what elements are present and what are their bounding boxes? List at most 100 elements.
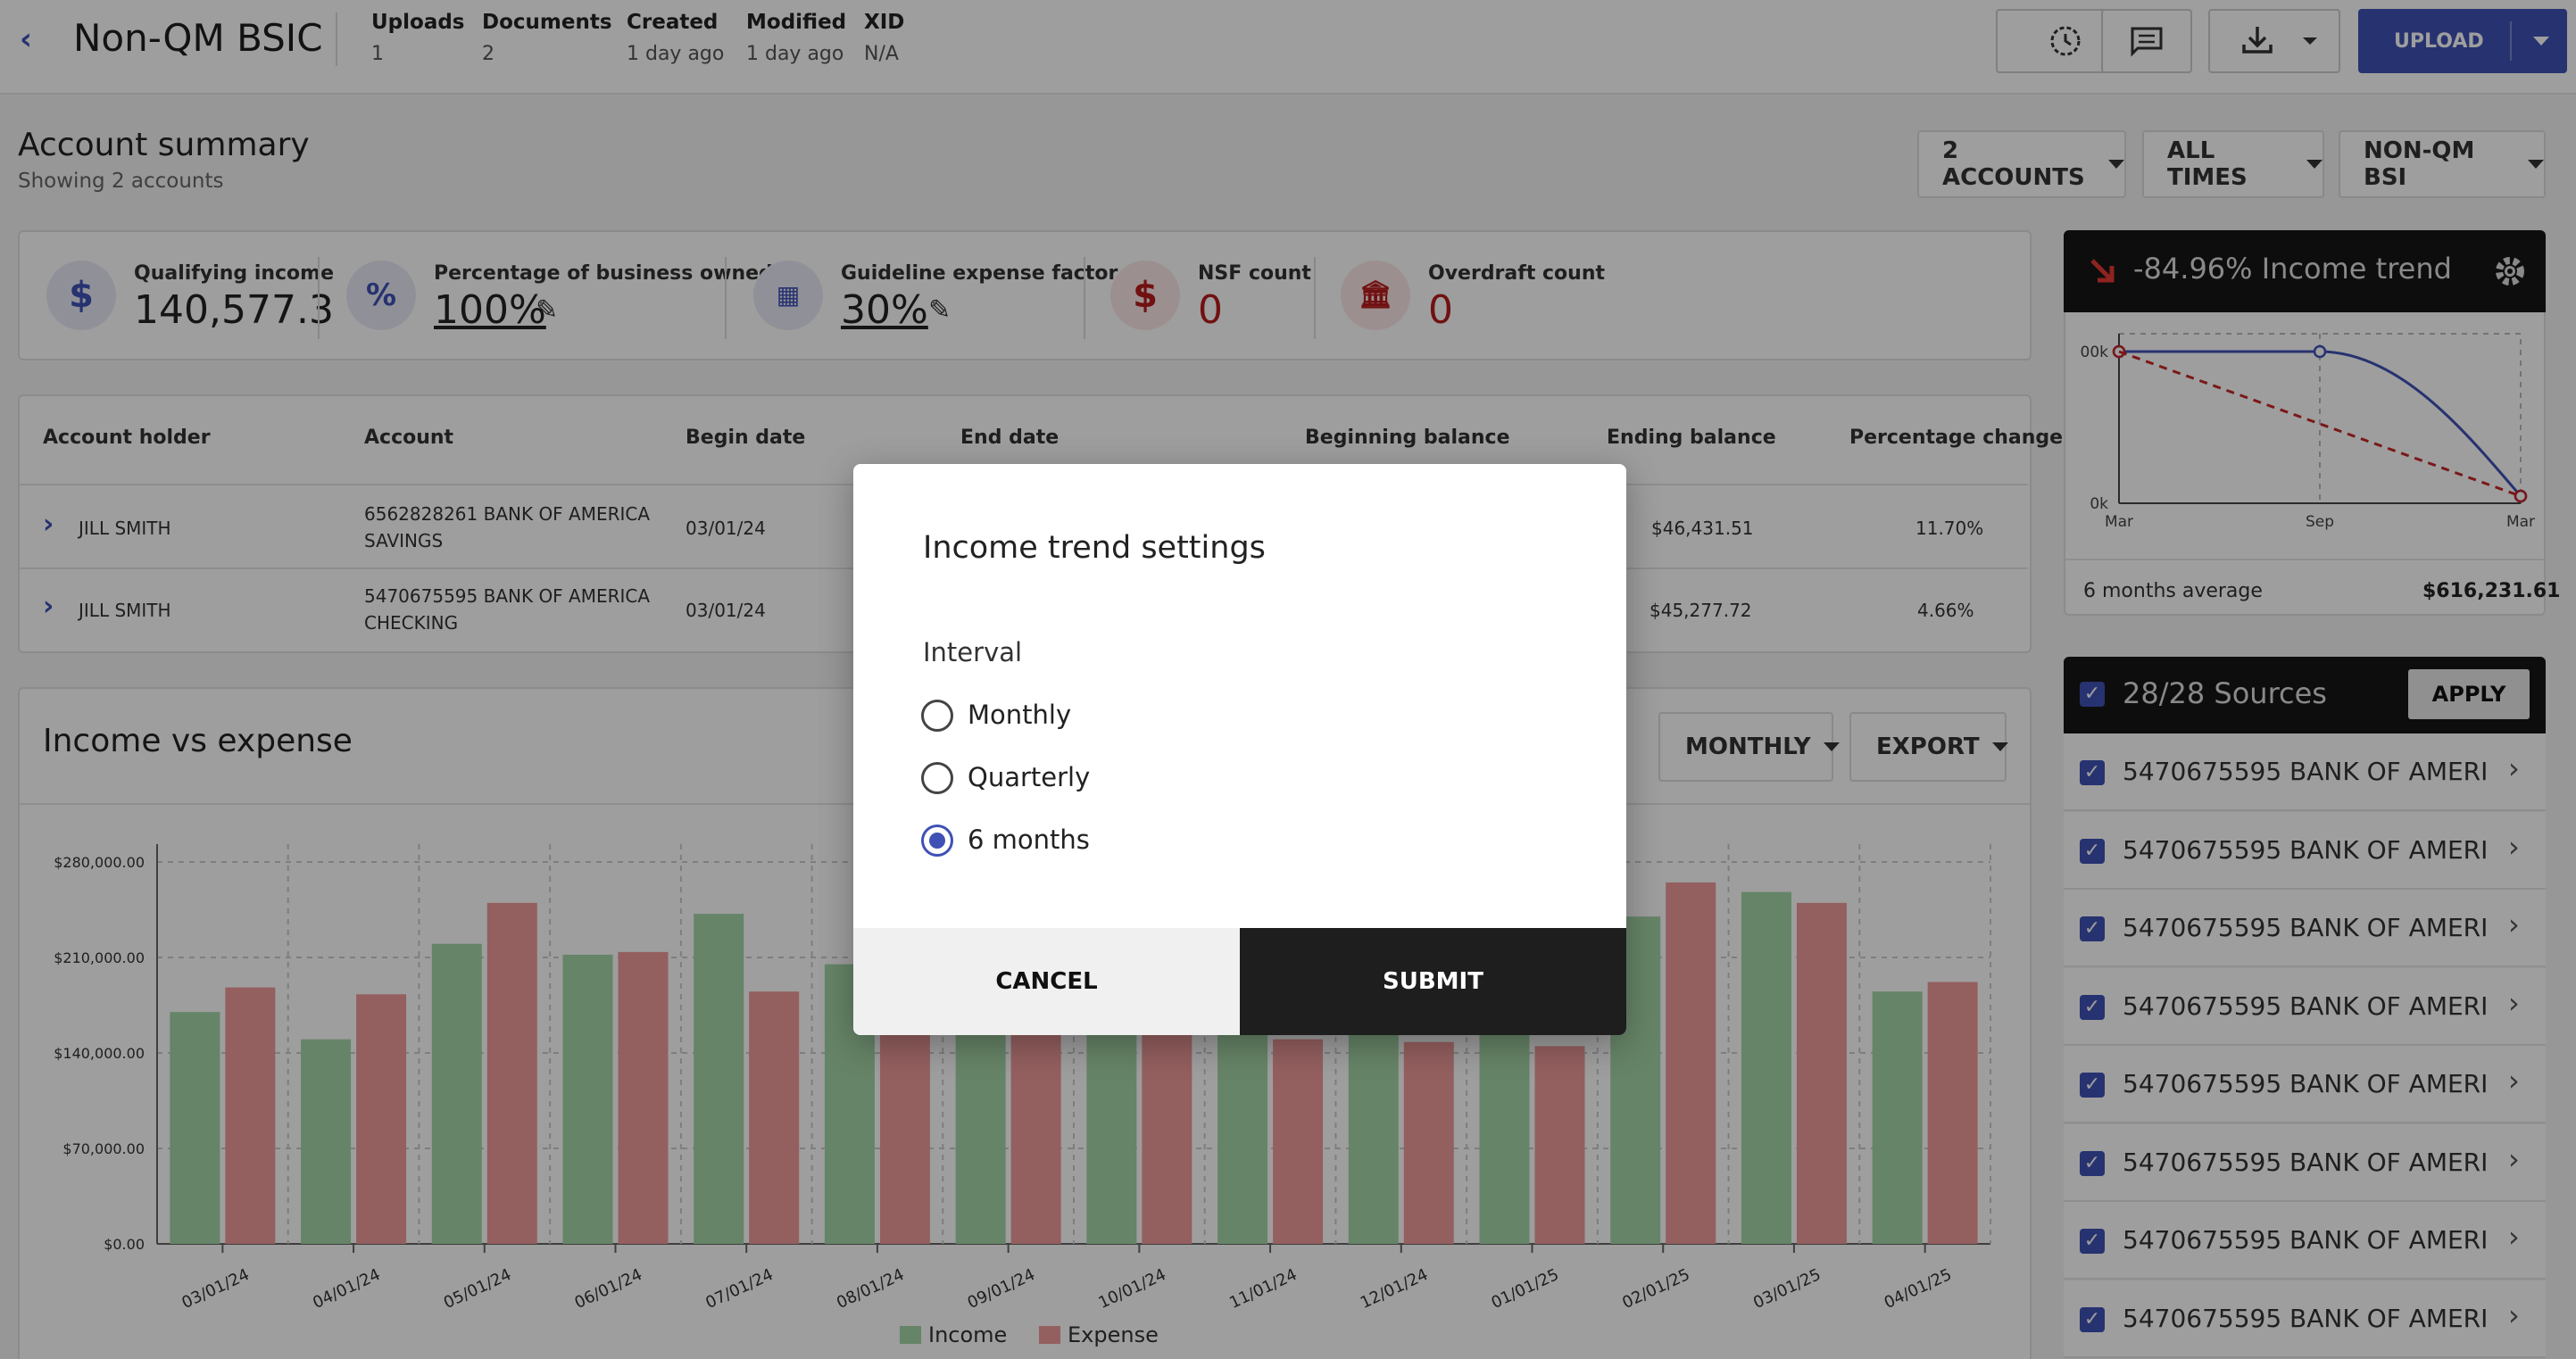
source-label: 5470675595 BANK OF AMERIC... xyxy=(2123,834,2489,865)
chevron-down-icon xyxy=(2528,160,2544,169)
stat-value[interactable]: 30% xyxy=(841,287,928,333)
y-tick-label: $70,000.00 xyxy=(62,1140,145,1157)
table-cell: SAVINGS xyxy=(364,530,444,551)
expand-chevron-icon[interactable]: › xyxy=(43,509,54,540)
y-tick-label: 0k xyxy=(2090,495,2108,513)
source-checkbox[interactable]: ✓ xyxy=(2080,838,2105,864)
export-dropdown[interactable]: EXPORT xyxy=(1849,712,2008,782)
source-checkbox[interactable]: ✓ xyxy=(2080,1306,2105,1332)
source-row[interactable]: ✓ 5470675595 BANK OF AMERIC... › xyxy=(2064,733,2546,811)
chevron-right-icon[interactable]: › xyxy=(2508,985,2520,1020)
stat-value: 0 xyxy=(1428,287,1453,333)
stat-label: Qualifying income xyxy=(134,262,335,285)
source-row[interactable]: ✓ 5470675595 BANK OF AMERIC... › xyxy=(2064,1123,2546,1202)
bar-income xyxy=(301,1039,352,1244)
stat-label: Guideline expense factor xyxy=(841,262,1118,285)
upload-button[interactable]: UPLOAD xyxy=(2358,9,2567,73)
modal-title: Income trend settings xyxy=(923,530,1266,566)
apply-button[interactable]: APPLY xyxy=(2408,669,2530,719)
chevron-right-icon[interactable]: › xyxy=(2508,1141,2520,1176)
chevron-down-icon[interactable] xyxy=(2533,37,2549,46)
comments-button[interactable] xyxy=(2101,9,2192,73)
chevron-right-icon[interactable]: › xyxy=(2508,1297,2520,1332)
bar-income xyxy=(1479,1005,1530,1244)
income-trend-settings-modal: Income trend settings Interval Monthly Q… xyxy=(853,464,1626,1035)
radio-6-months[interactable] xyxy=(921,825,953,857)
top-bar: ‹ Non-QM BSIC Uploads 1 Documents 2 Crea… xyxy=(0,0,2576,95)
radio-quarterly[interactable] xyxy=(921,762,953,794)
download-button[interactable] xyxy=(2208,9,2340,73)
table-cell: 03/01/24 xyxy=(686,518,766,539)
time-filter-dropdown[interactable]: ALL TIMES xyxy=(2142,130,2324,198)
trend-point xyxy=(2514,489,2528,503)
chevron-right-icon[interactable]: › xyxy=(2508,1064,2520,1098)
income-trend-header: -84.96% Income trend xyxy=(2064,230,2546,312)
meta-created: Created 1 day ago xyxy=(627,11,724,65)
legend-label: Expense xyxy=(1068,1322,1159,1347)
column-header: Account holder xyxy=(43,427,211,449)
chevron-right-icon[interactable]: › xyxy=(2508,1220,2520,1254)
chevron-right-icon[interactable]: › xyxy=(2508,907,2520,941)
source-checkbox[interactable]: ✓ xyxy=(2080,1073,2105,1098)
source-label: 5470675595 BANK OF AMERIC... xyxy=(2123,1147,2489,1177)
radio-label-6-months[interactable]: 6 months xyxy=(968,825,1090,855)
submit-button[interactable]: SUBMIT xyxy=(1240,928,1626,1035)
chevron-right-icon[interactable]: › xyxy=(2508,829,2520,864)
meta-modified: Modified 1 day ago xyxy=(746,11,846,65)
chart-title: Income vs expense xyxy=(43,723,353,759)
meta-value: 1 day ago xyxy=(746,43,844,65)
edit-pencil-icon[interactable]: ✎ xyxy=(536,294,559,326)
bar-expense xyxy=(749,991,800,1244)
y-tick-label: $210,000.00 xyxy=(54,949,145,966)
interval-dropdown[interactable]: MONTHLY xyxy=(1658,712,1840,782)
source-row[interactable]: ✓ 5470675595 BANK OF AMERIC... › xyxy=(2064,1046,2546,1123)
source-row[interactable]: ✓ 5470675595 BANK OF AMERIC... › xyxy=(2064,1280,2546,1358)
gear-icon[interactable] xyxy=(2490,252,2530,291)
section-title: Account summary xyxy=(18,127,310,163)
source-checkbox[interactable]: ✓ xyxy=(2080,760,2105,785)
back-arrow-icon[interactable]: ‹ xyxy=(20,21,33,57)
sources-header: ✓ 28/28 Sources APPLY xyxy=(2064,657,2546,733)
bar-expense xyxy=(1534,1046,1585,1244)
select-all-checkbox[interactable]: ✓ xyxy=(2080,682,2105,707)
stat-value[interactable]: 100% xyxy=(434,287,546,333)
bank-icon: 🏛 xyxy=(1341,261,1410,330)
table-cell: $45,277.72 xyxy=(1649,600,1752,621)
table-cell: 6562828261 BANK OF AMERICA xyxy=(364,503,651,525)
source-row[interactable]: ✓ 5470675595 BANK OF AMERIC... › xyxy=(2064,1202,2546,1280)
source-checkbox[interactable]: ✓ xyxy=(2080,916,2105,941)
bar-income xyxy=(431,943,482,1244)
calculator-icon: ▦ xyxy=(753,261,823,330)
source-checkbox[interactable]: ✓ xyxy=(2080,1150,2105,1176)
edit-pencil-icon[interactable]: ✎ xyxy=(928,294,951,326)
download-icon xyxy=(2242,27,2317,54)
source-checkbox[interactable]: ✓ xyxy=(2080,994,2105,1020)
bar-income xyxy=(562,954,613,1244)
source-row[interactable]: ✓ 5470675595 BANK OF AMERIC... › xyxy=(2064,967,2546,1046)
meta-key: XID xyxy=(864,11,905,34)
meta-value: 2 xyxy=(482,43,494,65)
bar-expense xyxy=(879,1018,930,1244)
expand-chevron-icon[interactable]: › xyxy=(43,591,54,622)
cancel-button[interactable]: CANCEL xyxy=(853,928,1240,1035)
divider xyxy=(336,12,337,66)
bar-expense xyxy=(618,951,669,1244)
dropdown-label: 2 ACCOUNTS xyxy=(1942,137,2085,191)
source-row[interactable]: ✓ 5470675595 BANK OF AMERIC... › xyxy=(2064,890,2546,967)
stat-value: 140,577.3 xyxy=(134,287,334,333)
average-value: $616,231.61 xyxy=(2422,580,2561,602)
radio-monthly[interactable] xyxy=(921,700,953,732)
meta-value: 1 day ago xyxy=(627,43,725,65)
chevron-right-icon[interactable]: › xyxy=(2508,751,2520,785)
source-checkbox[interactable]: ✓ xyxy=(2080,1229,2105,1254)
accounts-filter-dropdown[interactable]: 2 ACCOUNTS xyxy=(1917,130,2126,198)
y-tick-label: $0.00 xyxy=(104,1236,145,1253)
meta-key: Documents xyxy=(482,11,612,34)
source-row[interactable]: ✓ 5470675595 BANK OF AMERIC... › xyxy=(2064,811,2546,890)
product-filter-dropdown[interactable]: NON-QM BSI xyxy=(2339,130,2546,198)
radio-label-quarterly[interactable]: Quarterly xyxy=(968,762,1091,792)
radio-label-monthly[interactable]: Monthly xyxy=(968,700,1072,730)
source-label: 5470675595 BANK OF AMERIC... xyxy=(2123,1069,2489,1098)
divider xyxy=(725,257,727,339)
